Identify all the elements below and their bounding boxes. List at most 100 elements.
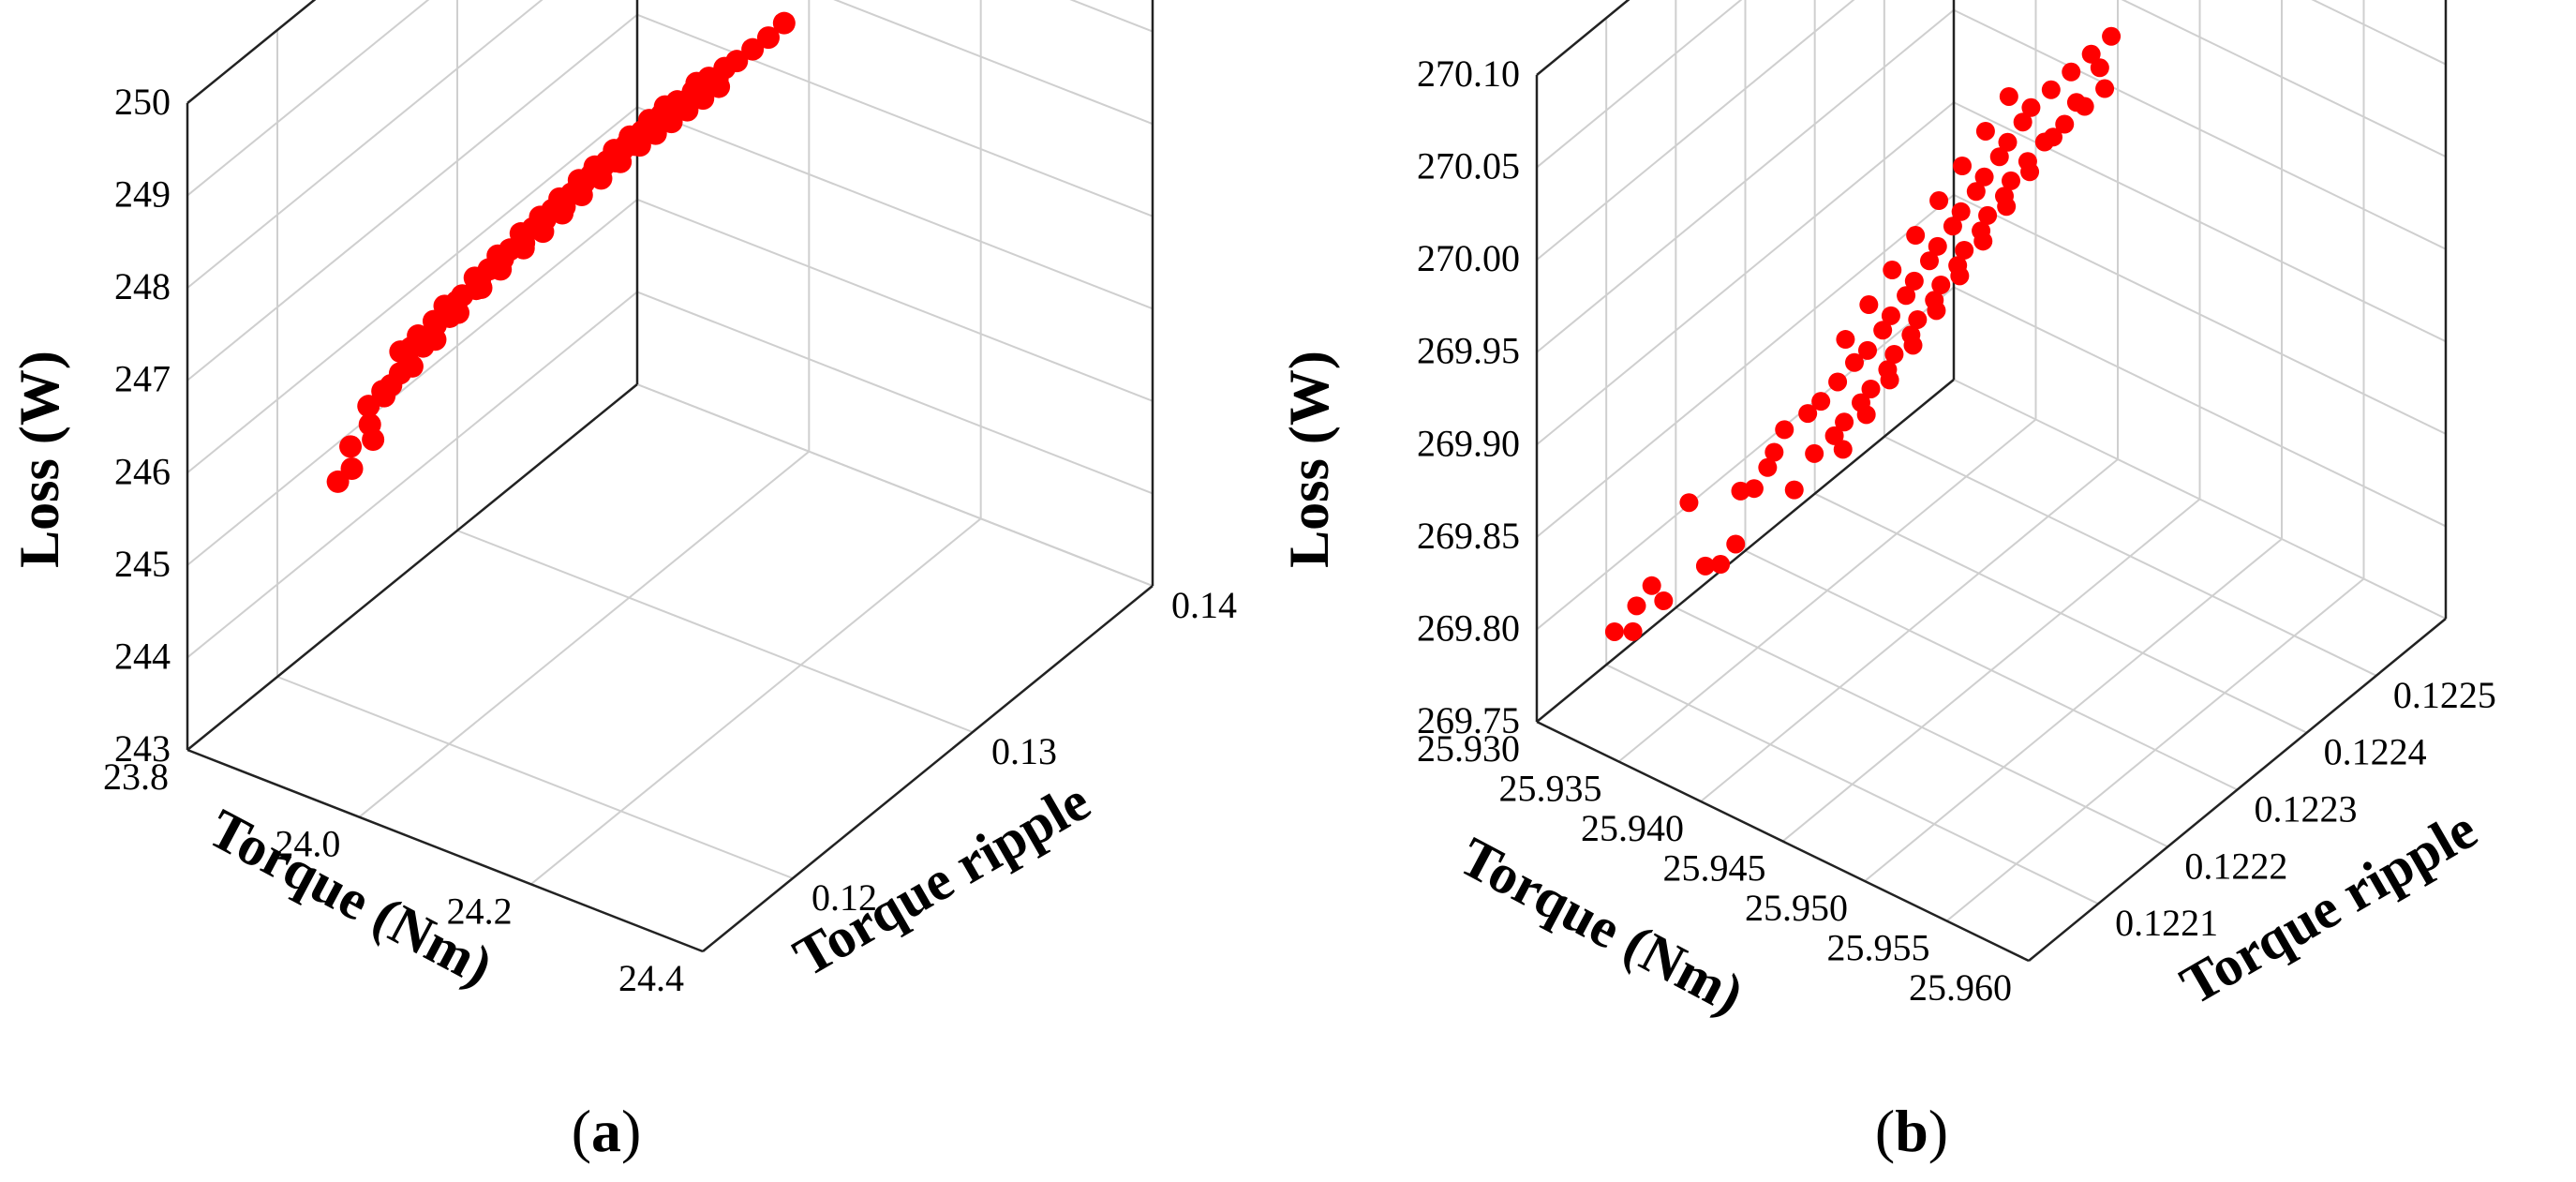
grid-line — [2121, 0, 2447, 158]
data-point — [1903, 336, 1923, 355]
axis-edge — [2028, 618, 2447, 962]
panel-a-zlabel: Loss (W) — [8, 351, 70, 568]
data-point — [1695, 556, 1715, 576]
data-point — [1859, 295, 1879, 315]
data-point — [692, 87, 715, 111]
data-point — [2020, 162, 2040, 182]
grid-line — [1675, 606, 2168, 848]
data-point — [340, 457, 364, 481]
y-tick-label: 0.1222 — [2184, 845, 2287, 887]
data-point — [2013, 112, 2033, 132]
z-tick-label: 270.00 — [1417, 237, 1520, 279]
panel-b-axes — [1535, 0, 2448, 963]
data-point — [1966, 182, 1986, 202]
panel-a-axes — [186, 0, 1154, 953]
data-point — [1726, 534, 1746, 554]
data-point — [469, 269, 492, 292]
data-point — [1929, 191, 1949, 211]
y-tick-label: 0.1224 — [2324, 731, 2427, 773]
data-point — [1998, 132, 2018, 152]
z-tick-label: 244 — [114, 635, 171, 677]
grid-line — [1536, 0, 1855, 261]
x-tick-label: 25.940 — [1581, 807, 1684, 849]
data-point — [1975, 121, 1995, 141]
y-tick-label: 0.13 — [991, 730, 1057, 772]
z-tick-label: 250 — [114, 81, 171, 123]
x-tick-label: 24.2 — [447, 890, 513, 932]
grid-line — [186, 13, 638, 382]
data-point — [1873, 321, 1893, 340]
data-point — [422, 309, 445, 333]
data-point — [573, 172, 596, 195]
x-tick-label: 24.4 — [618, 957, 684, 999]
data-point — [772, 11, 796, 35]
panel-b-letter: b — [1895, 1098, 1928, 1164]
data-point — [741, 37, 765, 61]
data-point — [1679, 493, 1699, 513]
data-point — [1953, 157, 1972, 175]
data-point — [1627, 596, 1646, 616]
data-point — [1758, 457, 1778, 477]
data-point — [756, 26, 780, 50]
axis-edge — [186, 748, 704, 953]
y-tick-label: 0.12 — [812, 876, 877, 919]
grid-line — [1884, 435, 2377, 677]
data-point — [1884, 344, 1904, 364]
data-point — [1904, 271, 1924, 291]
data-point — [1836, 330, 1855, 350]
grid-line — [1536, 0, 1743, 169]
data-point — [1833, 440, 1853, 459]
z-tick-label: 270.05 — [1417, 145, 1520, 187]
data-point — [1845, 352, 1864, 372]
grid-line — [276, 676, 794, 879]
data-point — [1654, 591, 1674, 610]
data-point — [1881, 306, 1900, 325]
data-point — [1920, 251, 1939, 271]
grid-line — [1814, 492, 2308, 734]
data-point — [1883, 261, 1902, 280]
grid-line — [358, 450, 810, 818]
data-point — [1955, 240, 1974, 260]
z-tick-label: 243 — [114, 727, 171, 770]
data-point — [424, 328, 447, 352]
y-tick-label: 0.1223 — [2255, 788, 2358, 830]
grid-line — [186, 106, 638, 474]
data-point — [643, 111, 666, 134]
grid-line — [1536, 8, 1955, 353]
data-point — [1880, 370, 1899, 390]
grid-line — [636, 198, 1154, 402]
data-point — [445, 290, 469, 313]
data-point — [2090, 58, 2109, 78]
data-point — [1775, 420, 1794, 440]
grid-line — [636, 291, 1154, 495]
data-point — [2102, 26, 2122, 46]
data-point — [1824, 426, 1844, 445]
axis-edge — [186, 383, 638, 751]
grid-line — [1953, 379, 2447, 620]
panel-b-ticks: 269.75 269.80 269.85 269.90 269.95 270.00 270.… — [1417, 52, 2496, 1009]
x-tick-label: 25.945 — [1663, 847, 1766, 890]
x-tick-label: 25.960 — [1909, 966, 2012, 1009]
data-point — [1856, 405, 1876, 425]
data-point — [1798, 404, 1818, 424]
data-point — [1951, 202, 1971, 221]
data-point — [1997, 197, 2017, 217]
data-point — [2041, 80, 2061, 99]
z-tick-label: 269.95 — [1417, 330, 1520, 372]
data-point — [1897, 286, 1916, 306]
data-point — [1978, 205, 1998, 225]
panel-b-label: (b) — [1875, 1098, 1948, 1164]
x-tick-label: 23.8 — [103, 756, 169, 798]
data-point — [1764, 442, 1784, 462]
data-point — [400, 354, 424, 378]
z-tick-label: 247 — [114, 358, 171, 400]
data-point — [1950, 266, 1970, 286]
data-point — [2055, 114, 2075, 134]
x-tick-label: 25.955 — [1827, 927, 1930, 969]
axis-edge — [702, 585, 1154, 952]
z-tick-label: 269.90 — [1417, 422, 1520, 464]
data-point — [1928, 236, 1947, 256]
data-point — [1828, 372, 1848, 392]
data-point — [1784, 480, 1804, 500]
